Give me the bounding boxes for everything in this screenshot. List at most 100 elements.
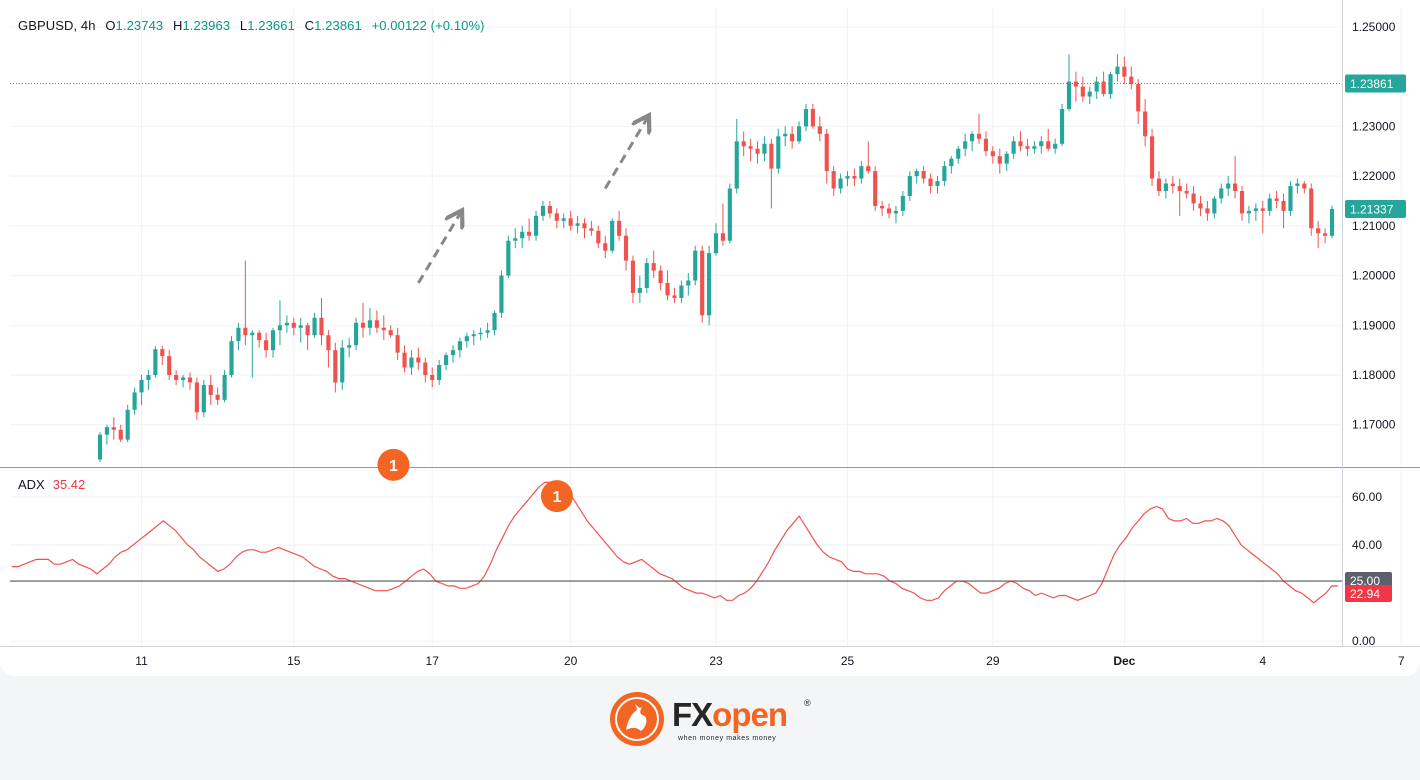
candle-down bbox=[617, 210, 622, 241]
candle-body bbox=[554, 213, 559, 221]
candle-body bbox=[734, 141, 739, 189]
candle-body bbox=[506, 240, 511, 276]
adx-name[interactable]: ADX bbox=[18, 477, 45, 492]
candle-body bbox=[1004, 153, 1009, 164]
adx-pane bbox=[10, 481, 1342, 604]
candle-body bbox=[900, 195, 905, 211]
candle-body bbox=[907, 176, 912, 196]
candle-up bbox=[1039, 136, 1044, 154]
candle-up bbox=[1053, 138, 1058, 154]
candle-down bbox=[1149, 128, 1155, 187]
candle-up bbox=[125, 404, 130, 443]
candle-body bbox=[443, 355, 449, 366]
low-value: 1.23661 bbox=[247, 18, 295, 33]
candle-up bbox=[776, 128, 781, 174]
candle-up bbox=[1087, 86, 1092, 104]
candle-body bbox=[547, 205, 552, 214]
candle-up bbox=[907, 171, 912, 201]
candle-body bbox=[1025, 146, 1030, 149]
candle-up bbox=[540, 200, 546, 221]
low-key: L bbox=[239, 18, 248, 33]
candle-body bbox=[810, 108, 815, 127]
candle-body bbox=[720, 233, 725, 241]
candle-body bbox=[852, 176, 857, 179]
candle-body bbox=[360, 322, 366, 328]
symbol-label[interactable]: GBPUSD, 4h bbox=[18, 18, 96, 33]
candle-body bbox=[430, 375, 435, 380]
candle-body bbox=[997, 156, 1002, 164]
high-key: H bbox=[172, 18, 183, 33]
candle-down bbox=[824, 128, 829, 184]
candle-up bbox=[250, 330, 255, 378]
candle-up bbox=[506, 235, 511, 279]
candle-body bbox=[693, 250, 698, 281]
candle-up bbox=[298, 317, 303, 343]
candle-down bbox=[360, 302, 366, 338]
candle-up bbox=[970, 131, 975, 152]
candle-down bbox=[174, 370, 179, 385]
candle-down bbox=[665, 270, 670, 301]
adx-level-box bbox=[1345, 572, 1392, 590]
candle-body bbox=[1302, 183, 1307, 189]
candle-body bbox=[970, 133, 975, 142]
adx-legend[interactable]: ADX 35.42 bbox=[18, 477, 85, 492]
candle-body bbox=[914, 171, 919, 177]
candle-body bbox=[713, 233, 719, 254]
price-label-text: 1.21337 bbox=[1350, 203, 1394, 217]
candle-body bbox=[956, 148, 961, 159]
candle-body bbox=[1080, 86, 1085, 97]
candle-down bbox=[817, 116, 822, 142]
price-label-marker: 1.21337 bbox=[1345, 200, 1406, 219]
candle-down bbox=[215, 387, 220, 405]
candle-body bbox=[838, 178, 843, 189]
candle-up bbox=[637, 275, 642, 303]
candle-body bbox=[727, 188, 732, 241]
candle-down bbox=[1281, 193, 1286, 229]
logo-fx: FX bbox=[672, 696, 713, 733]
candle-body bbox=[1136, 84, 1141, 112]
candle-down bbox=[1260, 200, 1265, 234]
candle-down bbox=[589, 220, 594, 236]
trend-arrow bbox=[417, 214, 460, 284]
candle-up bbox=[347, 337, 352, 358]
candle-up bbox=[1295, 178, 1300, 194]
candle-down bbox=[880, 200, 885, 216]
symbol-legend[interactable]: GBPUSD, 4h O1.23743 H1.23963 L1.23661 C1… bbox=[18, 18, 485, 33]
axes: 911151720232529Dec479131518211.170001.18… bbox=[0, 0, 1420, 668]
candle-down bbox=[831, 166, 836, 196]
candle-body bbox=[658, 270, 663, 284]
candle-body bbox=[1233, 183, 1238, 192]
candle-up bbox=[450, 345, 456, 363]
candle-body bbox=[1219, 188, 1224, 199]
candle-up bbox=[1212, 195, 1217, 219]
candle-down bbox=[769, 138, 774, 209]
candle-down bbox=[810, 103, 815, 129]
candle-body bbox=[630, 260, 636, 293]
chart-canvas[interactable]: 911151720232529Dec479131518211.170001.18… bbox=[0, 0, 1420, 676]
candle-up bbox=[1059, 103, 1065, 147]
candle-body bbox=[118, 429, 123, 440]
adx-level-marker: 25.00 bbox=[1345, 572, 1392, 590]
fxopen-logo: FXopen ® when money makes money bbox=[608, 690, 818, 748]
candle-down bbox=[720, 203, 725, 246]
candle-body bbox=[485, 330, 490, 333]
candle-down bbox=[603, 235, 608, 259]
price-label-last-price: 1.23861 bbox=[1345, 74, 1406, 93]
candle-body bbox=[284, 322, 289, 326]
candle-body bbox=[1094, 81, 1099, 92]
candle-up bbox=[180, 375, 186, 388]
logo-wordmark: FXopen bbox=[672, 696, 788, 734]
candle-down bbox=[554, 208, 559, 229]
trend-arrow bbox=[603, 119, 647, 190]
x-tick-label: 7 bbox=[1398, 654, 1405, 668]
candle-down bbox=[651, 250, 656, 279]
candle-body bbox=[1073, 81, 1078, 87]
adx-y-tick-label: 60.00 bbox=[1352, 490, 1382, 504]
candle-up bbox=[1246, 205, 1252, 224]
candle-down bbox=[1198, 195, 1203, 216]
candle-body bbox=[644, 263, 649, 288]
candle-up bbox=[1115, 54, 1120, 82]
candle-body bbox=[1309, 188, 1314, 229]
candle-body bbox=[672, 295, 677, 298]
candle-up bbox=[1004, 151, 1009, 172]
